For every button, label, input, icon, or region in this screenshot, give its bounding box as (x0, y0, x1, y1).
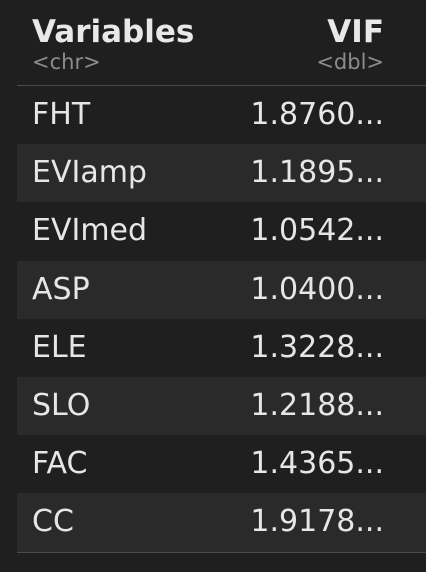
cell-vif: 1.8760... (250, 97, 384, 132)
cell-vif: 1.0542... (250, 213, 384, 249)
table-row: ELE 1.3228... (17, 318, 426, 377)
cell-vif: 1.4365... (250, 446, 384, 482)
column-type-vif: <dbl> (316, 50, 384, 74)
data-table: Variables <chr> VIF <dbl> FHT 1.8760... … (17, 0, 426, 552)
table-row: EVImed 1.0542... (17, 202, 426, 261)
cell-vif: 1.9178... (250, 504, 384, 540)
table-row: EVIamp 1.1895... (17, 144, 426, 203)
column-header-variables[interactable]: Variables (32, 14, 195, 50)
cell-vif: 1.2188... (250, 387, 384, 423)
cell-variable: EVImed (32, 213, 148, 249)
cell-variable: FHT (32, 97, 91, 132)
cell-variable: FAC (32, 446, 88, 482)
table-row: SLO 1.2188... (17, 376, 426, 436)
column-header-vif[interactable]: VIF (327, 14, 384, 50)
cell-vif: 1.0400... (250, 271, 384, 307)
table-bottom-border (17, 552, 426, 553)
table-row: FHT 1.8760... (17, 86, 426, 145)
cell-variable: ASP (32, 271, 90, 307)
cell-variable: SLO (32, 387, 91, 423)
column-type-variables: <chr> (32, 50, 101, 74)
cell-vif: 1.1895... (250, 155, 384, 191)
cell-variable: EVIamp (32, 155, 147, 191)
table-row: CC 1.9178... (17, 493, 426, 552)
table-row: FAC 1.4365... (17, 435, 426, 494)
cell-variable: CC (32, 504, 74, 540)
cell-variable: ELE (32, 329, 87, 365)
table-header: Variables <chr> VIF <dbl> (17, 0, 426, 86)
table-row: ASP 1.0400... (17, 260, 426, 319)
cell-vif: 1.3228... (250, 329, 384, 365)
